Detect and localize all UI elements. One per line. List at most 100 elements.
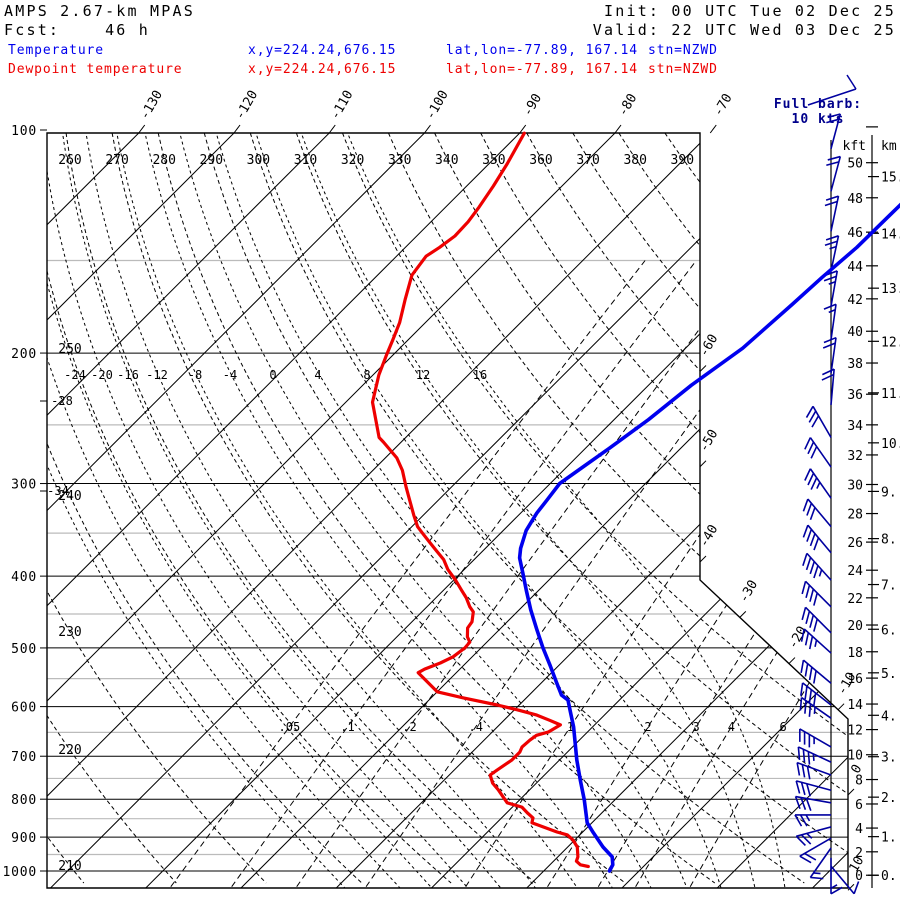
svg-text:24: 24 xyxy=(847,564,863,579)
wind-barb xyxy=(797,746,832,765)
svg-text:38: 38 xyxy=(847,357,863,372)
svg-text:240: 240 xyxy=(58,489,81,504)
svg-text:9.: 9. xyxy=(881,485,897,500)
wind-barb xyxy=(823,270,839,307)
svg-text:800: 800 xyxy=(11,793,37,808)
svg-text:kft: kft xyxy=(843,139,866,154)
svg-text:-130: -130 xyxy=(137,88,166,123)
svg-text:340: 340 xyxy=(435,153,458,168)
dewpoint-curve xyxy=(370,131,590,869)
legend-temperature-station: stn=NZWD xyxy=(648,43,718,58)
wind-barb xyxy=(823,303,837,341)
svg-text:44: 44 xyxy=(847,260,863,275)
svg-text:900: 900 xyxy=(11,831,37,846)
svg-text:4: 4 xyxy=(728,720,735,734)
svg-text:290: 290 xyxy=(200,153,223,168)
page-title: AMPS 2.67-km MPAS xyxy=(4,2,195,20)
wind-barb xyxy=(826,155,842,192)
svg-text:16: 16 xyxy=(847,672,863,687)
wind-barb xyxy=(800,682,832,706)
isotherm-labels-top: -130 -120 -110 -100 -90 -80 -70 xyxy=(137,88,736,134)
svg-text:270: 270 xyxy=(105,153,128,168)
svg-text:13.: 13. xyxy=(881,282,900,297)
wind-barb xyxy=(800,628,832,654)
wind-barb xyxy=(799,696,832,719)
wind-barb xyxy=(824,235,840,272)
svg-text:11.: 11. xyxy=(881,387,900,402)
svg-text:18: 18 xyxy=(847,646,863,661)
wind-barb xyxy=(821,368,835,406)
moist-adiabat-labels: -24 -20 -16 -12 -8 -4 0 4 8 12 16 -28 -34 xyxy=(40,368,487,498)
svg-text:3.: 3. xyxy=(881,751,897,766)
svg-text:300: 300 xyxy=(11,478,37,493)
barb-legend-line1: Full barb: xyxy=(773,97,863,112)
svg-text:100: 100 xyxy=(11,124,37,139)
svg-text:0: 0 xyxy=(855,869,863,884)
wind-barb xyxy=(794,814,831,827)
legend-temperature-label: Temperature xyxy=(8,43,104,58)
mixing-ratio-lines xyxy=(170,260,848,887)
svg-text:2: 2 xyxy=(644,720,651,734)
svg-text:700: 700 xyxy=(11,750,37,765)
dry-adiabat-labels: 260 270 280 290 300 310 320 330 340 350 360 370 380 3… xyxy=(58,153,694,874)
pressure-axis-labels: 100 200 300 400 500 600 700 800 900 1000 xyxy=(2,124,47,880)
svg-text:3: 3 xyxy=(692,720,699,734)
svg-text:-30: -30 xyxy=(736,578,761,606)
wind-barb xyxy=(809,847,832,880)
svg-text:230: 230 xyxy=(58,625,81,640)
height-scale: kft km02468101214161820222426283032343638… xyxy=(843,126,900,888)
svg-text:10.: 10. xyxy=(881,437,900,452)
wind-barb xyxy=(830,865,860,895)
svg-text:-16: -16 xyxy=(117,368,139,382)
wind-barb xyxy=(824,195,840,232)
svg-text:-12: -12 xyxy=(146,368,168,382)
svg-text:260: 260 xyxy=(58,153,81,168)
wind-barb xyxy=(799,728,832,748)
svg-text:380: 380 xyxy=(623,153,646,168)
svg-text:7.: 7. xyxy=(881,579,897,594)
wind-barbs xyxy=(794,113,860,895)
svg-text:40: 40 xyxy=(847,325,863,340)
svg-text:8: 8 xyxy=(855,774,863,789)
svg-text:6: 6 xyxy=(855,798,863,813)
svg-text:22: 22 xyxy=(847,592,863,607)
svg-text:500: 500 xyxy=(11,642,37,657)
svg-text:5.: 5. xyxy=(881,667,897,682)
svg-text:-20: -20 xyxy=(91,368,113,382)
legend-dewpoint-station: stn=NZWD xyxy=(648,62,718,77)
svg-text:-110: -110 xyxy=(328,88,357,123)
barb-sample-icon xyxy=(807,74,857,106)
svg-text:20: 20 xyxy=(847,619,863,634)
svg-text:-24: -24 xyxy=(64,368,86,382)
wind-barb xyxy=(802,498,832,528)
svg-text:46: 46 xyxy=(847,226,863,241)
svg-text:300: 300 xyxy=(247,153,270,168)
legend-temperature-latlon: lat,lon=-77.89, 167.14 xyxy=(446,43,638,58)
svg-text:330: 330 xyxy=(388,153,411,168)
svg-text:210: 210 xyxy=(58,859,81,874)
svg-text:42: 42 xyxy=(847,293,863,308)
svg-text:0: 0 xyxy=(269,368,276,382)
svg-text:.4: .4 xyxy=(468,720,482,734)
temperature-curve xyxy=(517,202,900,873)
svg-text:34: 34 xyxy=(847,419,863,434)
svg-text:250: 250 xyxy=(58,342,81,357)
legend-dewpoint-latlon: lat,lon=-77.89, 167.14 xyxy=(446,62,638,77)
svg-text:12: 12 xyxy=(416,368,430,382)
svg-text:360: 360 xyxy=(529,153,552,168)
svg-text:4.: 4. xyxy=(881,709,897,724)
svg-text:-34: -34 xyxy=(47,484,69,498)
wind-barb xyxy=(800,659,832,684)
svg-text:.05: .05 xyxy=(279,720,301,734)
wind-barb xyxy=(799,837,832,864)
svg-text:12.: 12. xyxy=(881,335,900,350)
svg-text:-70: -70 xyxy=(711,91,736,119)
plot-boundary xyxy=(46,132,849,889)
svg-text:8: 8 xyxy=(363,368,370,382)
svg-text:16: 16 xyxy=(473,368,487,382)
svg-text:26: 26 xyxy=(847,536,863,551)
legend-dewpoint-xy: x,y=224.24,676.15 xyxy=(248,62,397,77)
svg-text:50: 50 xyxy=(847,157,863,172)
svg-text:200: 200 xyxy=(11,347,37,362)
